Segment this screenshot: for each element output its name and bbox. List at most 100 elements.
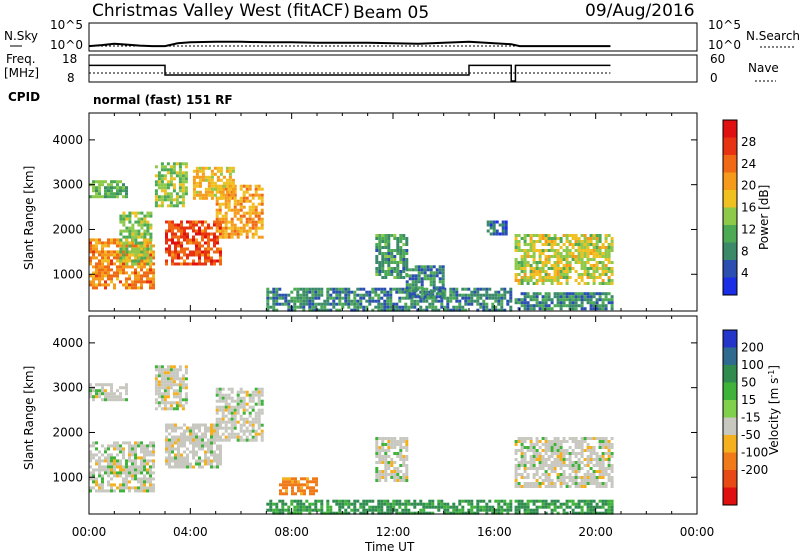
power-cell	[228, 175, 232, 179]
velocity-cell	[574, 437, 578, 440]
velocity-cell	[137, 468, 140, 472]
power-cell	[320, 293, 324, 297]
velocity-cell	[592, 508, 596, 512]
velocity-cell	[186, 429, 189, 433]
velocity-cell	[183, 459, 186, 463]
power-cell	[192, 169, 196, 173]
velocity-cell	[242, 390, 246, 394]
velocity-cell	[166, 392, 170, 396]
velocity-cell	[574, 461, 578, 464]
power-cell	[128, 253, 132, 257]
velocity-cell	[216, 435, 219, 439]
power-cell	[213, 250, 216, 254]
velocity-cell	[95, 392, 98, 396]
velocity-cell	[279, 489, 282, 493]
power-cell	[178, 201, 182, 205]
velocity-cell	[428, 511, 432, 515]
power-cell	[230, 208, 234, 212]
power-cell	[509, 299, 513, 303]
power-cell	[219, 256, 222, 260]
power-cell	[455, 296, 459, 300]
power-cell	[381, 264, 385, 267]
velocity-cell	[152, 441, 155, 445]
velocity-cell	[550, 502, 554, 506]
power-cell	[219, 262, 222, 266]
power-cell	[101, 250, 104, 254]
power-cell	[230, 223, 234, 227]
power-cell	[341, 290, 345, 294]
power-cell	[425, 290, 429, 294]
power-cell	[440, 305, 444, 309]
power-cell	[257, 217, 261, 221]
velocity-cell	[140, 468, 143, 472]
velocity-cell	[538, 499, 542, 503]
velocity-cell	[233, 417, 237, 421]
power-cell	[387, 267, 391, 270]
power-cell	[177, 262, 180, 266]
power-cell	[184, 180, 188, 184]
power-cell	[233, 205, 237, 209]
velocity-cell	[378, 470, 382, 473]
velocity-cell	[122, 471, 125, 475]
power-cell	[562, 243, 566, 246]
power-cell	[535, 249, 539, 252]
velocity-cell	[303, 483, 306, 487]
velocity-cell	[562, 464, 566, 467]
power-cell	[544, 240, 548, 243]
power-cell	[541, 261, 545, 264]
power-cell	[526, 249, 530, 252]
power-cell	[535, 279, 539, 282]
power-cell	[269, 305, 273, 309]
velocity-cell	[149, 441, 152, 445]
power-cell	[492, 226, 496, 230]
power-cell	[535, 301, 539, 305]
velocity-cell	[377, 511, 381, 515]
power-cell	[180, 229, 183, 233]
velocity-cell	[399, 440, 403, 443]
velocity-cell	[309, 489, 312, 493]
velocity-cell	[559, 482, 563, 485]
power-cell	[441, 271, 445, 275]
power-cell	[592, 307, 596, 311]
velocity-cell	[538, 482, 542, 485]
velocity-cell	[559, 467, 563, 470]
velocity-cell	[204, 432, 207, 436]
velocity-cell	[529, 446, 533, 449]
nsearch-tick-bottom: 10^0	[708, 38, 741, 52]
power-cell	[113, 186, 116, 190]
power-cell	[122, 250, 125, 254]
power-cell	[601, 270, 605, 273]
power-cell	[396, 240, 400, 243]
power-cell	[107, 268, 110, 272]
power-cell	[568, 270, 572, 273]
power-cell	[225, 166, 229, 170]
power-cell	[143, 256, 147, 260]
velocity-cell	[95, 383, 98, 387]
velocity-cell	[589, 479, 593, 482]
velocity-cell	[110, 471, 113, 475]
power-cell	[583, 267, 587, 270]
power-cell	[476, 290, 480, 294]
power-cell	[98, 283, 101, 287]
power-cell	[586, 301, 590, 305]
velocity-cell	[98, 462, 101, 466]
power-cell	[583, 270, 587, 273]
velocity-cell	[107, 465, 110, 469]
velocity-cell	[163, 383, 167, 387]
power-cell	[181, 180, 185, 184]
power-cell	[137, 286, 140, 290]
velocity-cell	[541, 505, 545, 509]
power-cell	[89, 256, 92, 260]
velocity-cell	[517, 467, 521, 470]
velocity-cell	[476, 511, 480, 515]
power-cell	[242, 226, 246, 230]
velocity-cell	[113, 456, 116, 460]
velocity-cell	[315, 477, 318, 481]
power-cell	[119, 253, 122, 257]
power-cell	[177, 256, 180, 260]
power-cell	[426, 274, 430, 278]
power-cell	[165, 238, 168, 242]
power-cell	[535, 264, 539, 267]
velocity-cell	[544, 499, 548, 503]
velocity-cell	[296, 502, 300, 506]
